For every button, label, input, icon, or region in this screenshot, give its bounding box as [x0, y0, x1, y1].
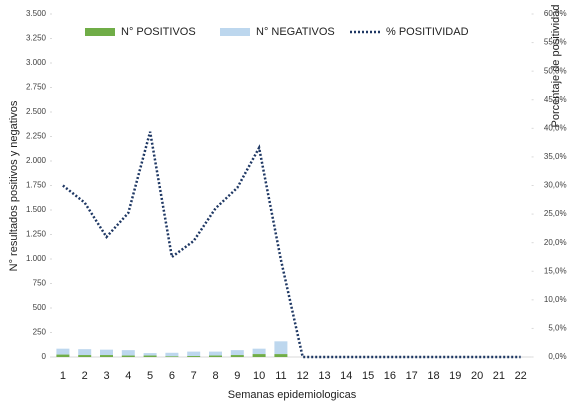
x-tick-label: 11 — [275, 370, 286, 382]
line — [62, 131, 521, 359]
bar — [274, 354, 288, 357]
y2-tick-label: 15,0% — [544, 266, 567, 275]
x-tick-label: 14 — [340, 370, 352, 382]
x-tick-label: 22 — [515, 370, 527, 382]
bar — [121, 350, 135, 356]
y2-tick-label: 20,0% — [544, 238, 567, 247]
bar — [252, 354, 266, 357]
x-tick-label: 4 — [125, 370, 131, 382]
x-tick-label: 10 — [253, 370, 265, 382]
y-tick-label: 3.500 — [26, 9, 47, 18]
bar — [143, 355, 157, 357]
legend-label: N° NEGATIVOS — [256, 26, 335, 38]
x-tick-label: 12 — [297, 370, 309, 382]
legend-swatch — [85, 28, 115, 36]
y-axis-label: N° resultados positivos y negativos — [8, 100, 20, 271]
y-tick-label: 3.000 — [26, 58, 47, 67]
y-tick-label: 1.250 — [26, 230, 47, 239]
y2-tick-label: 60,0% — [544, 9, 567, 18]
y-tick-label: 1.000 — [26, 254, 47, 263]
bar — [274, 341, 288, 355]
legend-swatch — [220, 28, 250, 36]
x-tick-label: 16 — [384, 370, 396, 382]
y-tick-label: 0 — [42, 352, 47, 361]
y2-axis-label: Porcentaje de positividad — [550, 5, 562, 128]
x-tick-label: 5 — [147, 370, 153, 382]
bar — [56, 348, 70, 355]
y2-tick-label: 45,0% — [544, 95, 567, 104]
x-tick-label: 13 — [318, 370, 330, 382]
y-tick-label: 250 — [33, 328, 47, 337]
bar — [165, 352, 179, 357]
legend-label: N° POSITIVOS — [121, 26, 196, 38]
x-tick-label: 3 — [103, 370, 109, 382]
y-tick-label: 1.500 — [26, 205, 47, 214]
bar — [78, 349, 92, 356]
y-tick-label: 3.250 — [26, 34, 47, 43]
x-tick-label: 1 — [60, 370, 66, 382]
y2-tick-label: 40,0% — [544, 123, 567, 132]
y-tick-label: 500 — [33, 303, 47, 312]
x-axis-label: Semanas epidemiologicas — [228, 389, 357, 401]
x-tick-label: 7 — [191, 370, 197, 382]
y2-tick-label: 5,0% — [548, 324, 566, 333]
bar — [209, 351, 222, 356]
y2-tick-label: 50,0% — [544, 66, 567, 75]
y-tick-label: 2.000 — [26, 156, 47, 165]
bar — [165, 356, 179, 357]
bar — [100, 349, 113, 356]
bar — [230, 355, 244, 357]
x-tick-label: 18 — [427, 370, 439, 382]
y2-tick-label: 30,0% — [544, 181, 567, 190]
bar — [187, 351, 201, 357]
x-tick-label: 21 — [493, 370, 505, 382]
x-tick-label: 6 — [169, 370, 175, 382]
y2-tick-label: 10,0% — [544, 295, 567, 304]
x-tick-label: 9 — [234, 370, 240, 382]
x-tick-label: 15 — [362, 370, 374, 382]
bar — [187, 356, 201, 357]
y2-tick-label: 55,0% — [544, 38, 567, 47]
bar — [56, 354, 70, 357]
x-tick-label: 2 — [82, 370, 88, 382]
legend-label: % POSITIVIDAD — [386, 26, 469, 38]
bar — [143, 353, 157, 356]
y2-tick-label: 25,0% — [544, 209, 567, 218]
y-tick-label: 1.750 — [26, 181, 47, 190]
bar — [252, 348, 266, 355]
y2-tick-label: 35,0% — [544, 152, 567, 161]
x-tick-label: 19 — [449, 370, 461, 382]
bar — [78, 355, 92, 357]
y-tick-label: 750 — [33, 279, 47, 288]
y2-tick-label: 0,0% — [548, 352, 566, 361]
bar — [230, 350, 244, 356]
y-tick-label: 2.250 — [26, 132, 47, 141]
bar — [121, 355, 135, 357]
y-tick-label: 2.500 — [26, 107, 47, 116]
bar — [209, 355, 222, 357]
bar — [100, 355, 113, 357]
x-tick-label: 8 — [212, 370, 218, 382]
x-tick-label: 20 — [471, 370, 483, 382]
x-tick-label: 17 — [406, 370, 418, 382]
y-tick-label: 2.750 — [26, 83, 47, 92]
